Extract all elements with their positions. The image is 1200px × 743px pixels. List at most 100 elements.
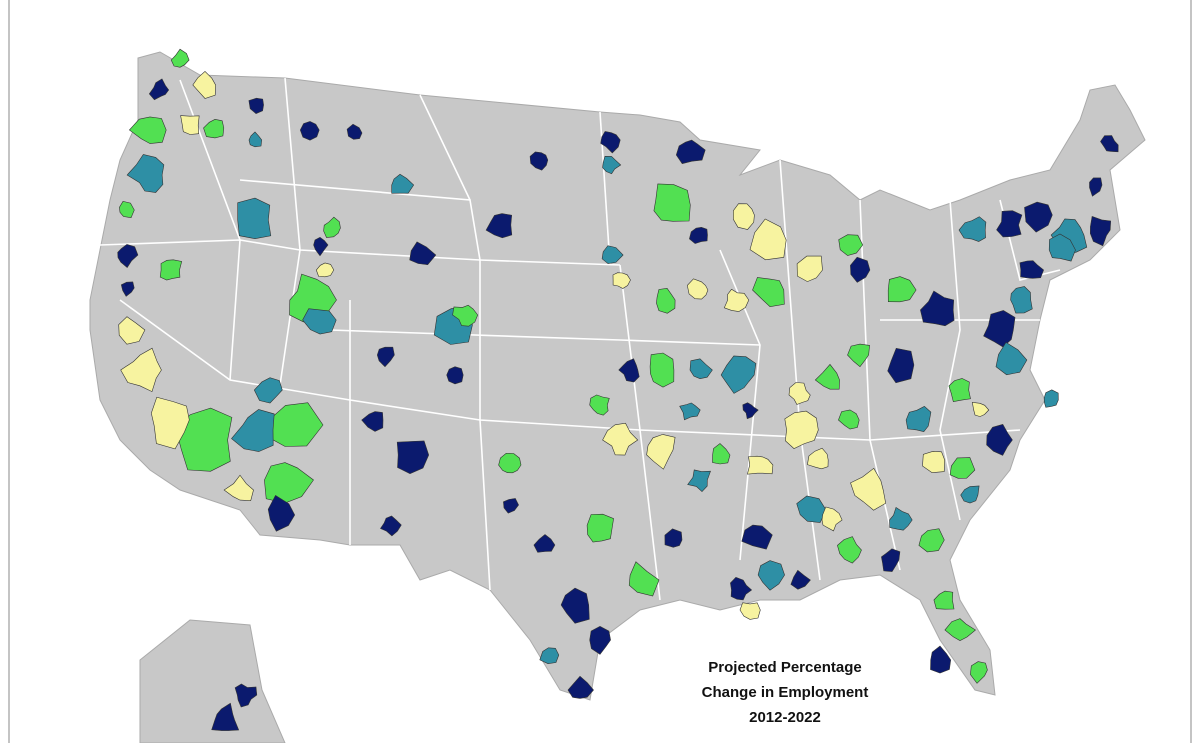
- metro-area: [689, 226, 708, 244]
- metro-area: [847, 343, 870, 368]
- metro-area: [302, 308, 337, 335]
- metro-area: [533, 534, 556, 553]
- metro-area: [1100, 135, 1119, 153]
- metro-area: [529, 151, 549, 171]
- metro-area: [446, 366, 464, 385]
- alaska: [139, 619, 286, 743]
- metro-area: [253, 377, 283, 404]
- metro-area: [376, 346, 395, 368]
- metro-area: [170, 48, 190, 68]
- metro-area: [159, 259, 183, 281]
- metro-area: [723, 288, 750, 312]
- metro-area: [944, 618, 977, 641]
- metro-area: [747, 455, 774, 475]
- metro-area: [589, 394, 610, 416]
- metro-area: [1048, 233, 1076, 262]
- metro-area: [653, 183, 691, 222]
- metro-area: [485, 213, 513, 239]
- metro-area: [986, 424, 1013, 456]
- metro-area: [675, 139, 706, 164]
- metro-area: [996, 210, 1023, 238]
- metro-area: [315, 262, 335, 278]
- metro-area: [933, 590, 955, 610]
- metro-area: [248, 131, 263, 148]
- metro-area: [560, 587, 590, 624]
- metro-area: [1019, 260, 1044, 279]
- metro-area: [119, 200, 135, 219]
- metro-area: [788, 382, 811, 405]
- metro-area: [600, 131, 621, 154]
- metro-area: [602, 422, 639, 456]
- metro-area: [971, 401, 990, 417]
- metro-area: [881, 548, 901, 572]
- metro-area: [838, 234, 864, 256]
- metro-area: [689, 358, 713, 380]
- metro-area: [649, 352, 675, 388]
- metro-area: [628, 561, 660, 597]
- metro-area: [452, 304, 479, 327]
- metro-area: [821, 506, 843, 532]
- metro-area: [248, 97, 264, 114]
- metro-area: [1089, 215, 1112, 247]
- metro-area: [361, 411, 384, 432]
- metro-area: [589, 626, 611, 655]
- metro-area: [712, 443, 731, 465]
- metro-area: [752, 277, 785, 308]
- metro-area: [814, 363, 840, 390]
- metro-area: [346, 123, 363, 140]
- metro-area: [380, 515, 402, 537]
- metro-area: [396, 440, 430, 475]
- metro-area: [757, 560, 785, 591]
- metro-area: [264, 462, 314, 504]
- metro-area: [784, 410, 819, 449]
- metro-area: [498, 452, 522, 474]
- metro-area: [180, 115, 200, 135]
- metro-area: [267, 494, 296, 532]
- metro-area: [128, 116, 167, 144]
- metro-area: [231, 409, 275, 452]
- metro-area: [656, 287, 676, 314]
- metro-area: [960, 485, 980, 504]
- metro-area: [313, 236, 329, 257]
- metro-area: [646, 434, 676, 470]
- metro-area: [889, 507, 913, 531]
- metro-area: [120, 281, 135, 297]
- metro-area: [730, 576, 753, 601]
- metro-area: [837, 536, 862, 564]
- metro-area: [1043, 389, 1059, 408]
- metro-area: [664, 528, 683, 548]
- metro-area: [922, 450, 946, 474]
- metro-area: [126, 154, 165, 193]
- metro-area: [234, 683, 258, 708]
- metro-area: [612, 272, 631, 289]
- metro-area: [995, 341, 1028, 376]
- metro-area: [970, 661, 988, 684]
- metro-area: [887, 276, 917, 303]
- metro-area: [887, 347, 915, 384]
- metro-area: [120, 347, 162, 393]
- metro-area: [807, 447, 829, 470]
- metro-areas: [117, 48, 1119, 731]
- metro-area: [601, 245, 624, 264]
- metro-area: [148, 78, 170, 101]
- title-line: Change in Employment: [702, 684, 869, 701]
- metro-area: [237, 197, 272, 240]
- metro-area: [539, 647, 560, 665]
- metro-area: [618, 358, 640, 383]
- metro-area: [796, 255, 823, 282]
- metro-area: [203, 118, 225, 139]
- title-line: 2012-2022: [749, 709, 821, 726]
- metro-area: [687, 469, 711, 493]
- metro-area: [732, 203, 755, 230]
- metro-area: [586, 513, 614, 543]
- metro-area: [1010, 286, 1033, 314]
- metro-area: [930, 645, 952, 674]
- metro-area: [948, 378, 971, 403]
- metro-area: [567, 675, 594, 699]
- metro-area: [1089, 177, 1103, 197]
- metro-area: [742, 402, 759, 420]
- metro-area: [323, 216, 341, 238]
- metro-area: [720, 355, 757, 394]
- metro-area: [602, 155, 622, 175]
